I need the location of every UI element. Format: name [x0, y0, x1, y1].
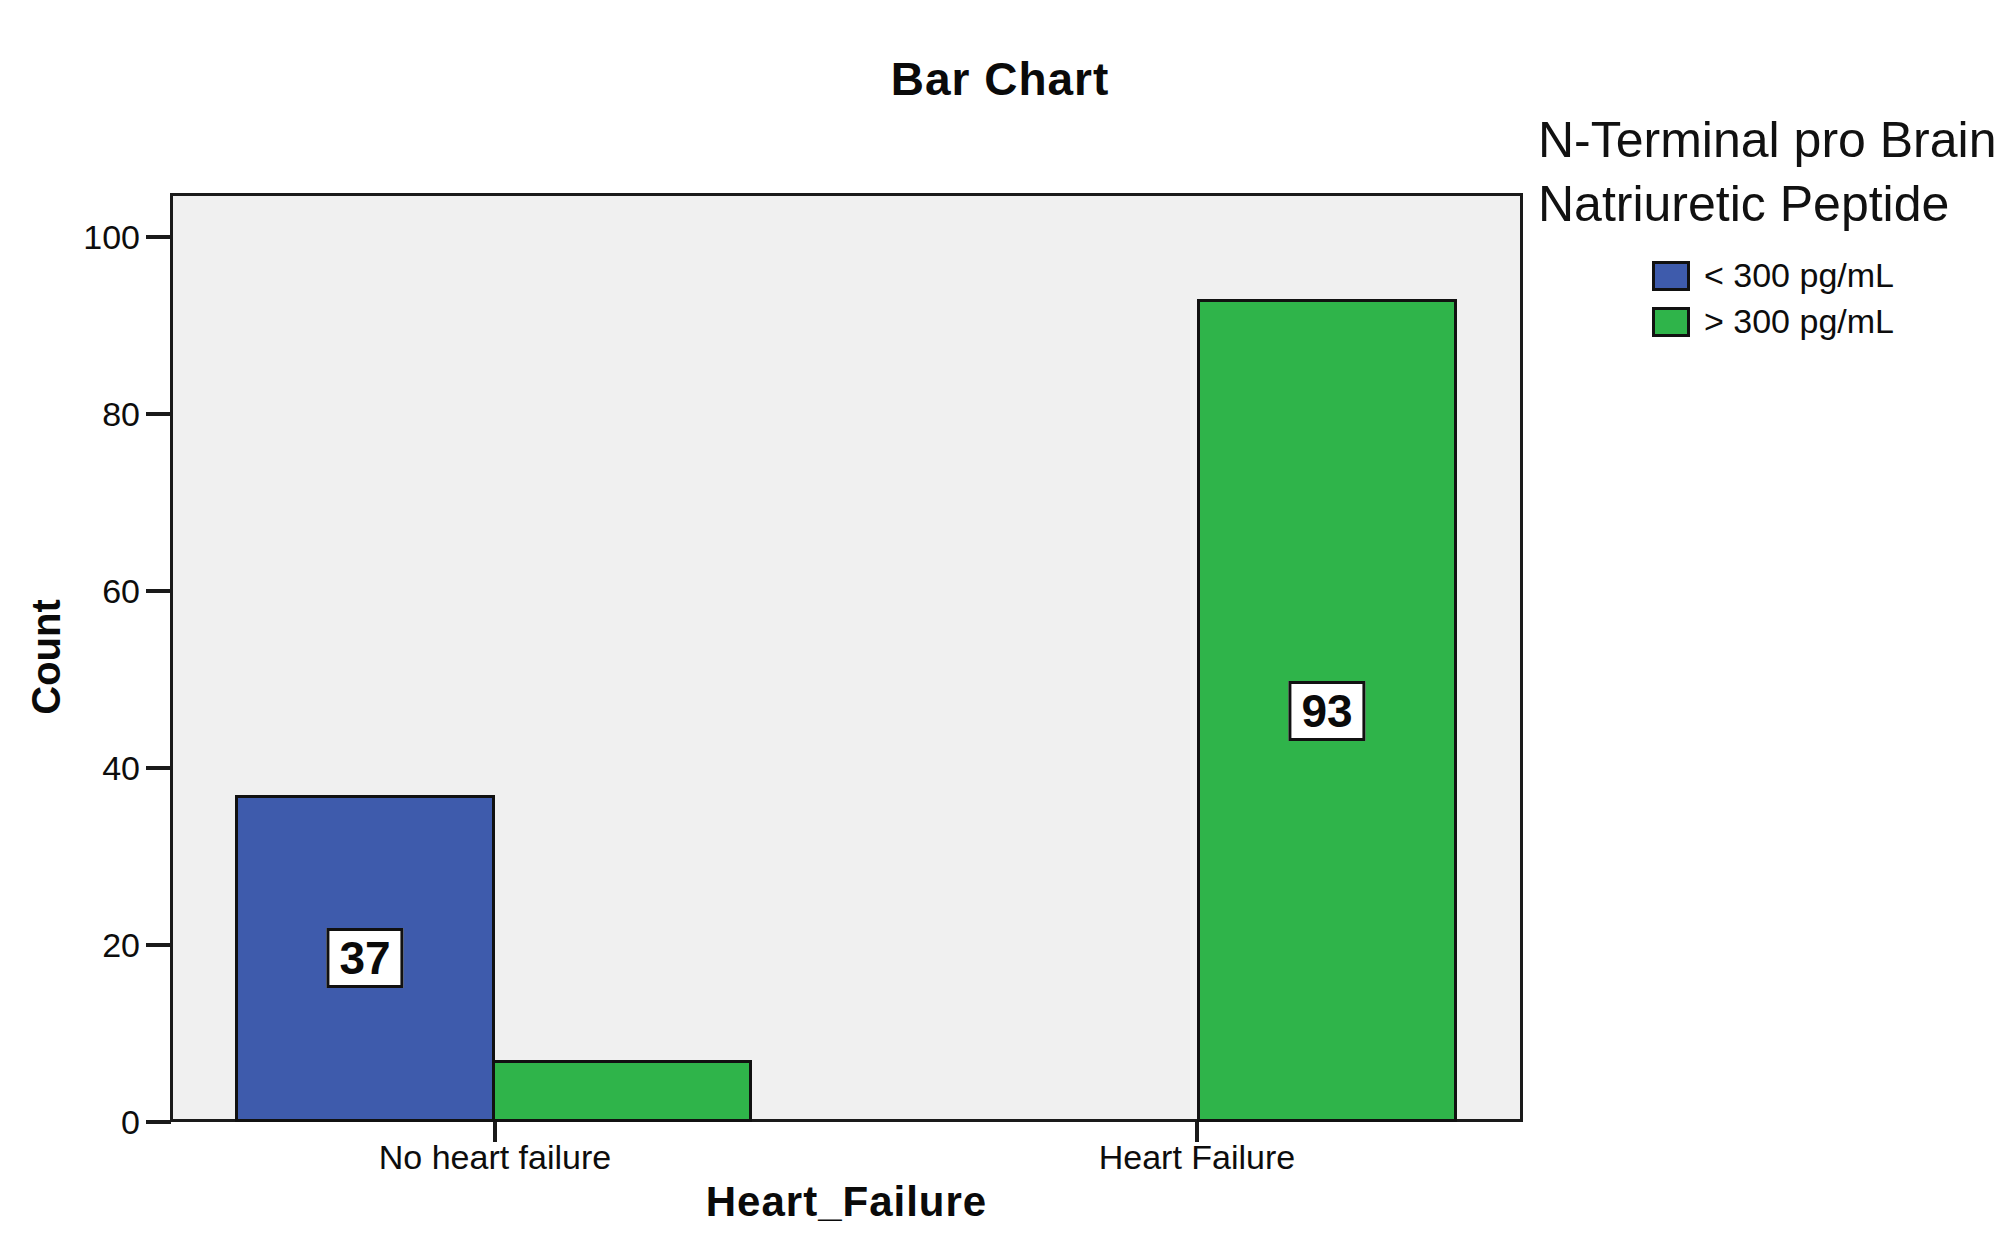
legend-item: < 300 pg/mL	[1538, 256, 2000, 295]
bar	[492, 1060, 752, 1122]
legend-swatch	[1652, 261, 1690, 291]
y-axis-title: Count	[24, 599, 69, 715]
legend: N-Terminal pro Brain Natriuretic Peptide…	[1538, 108, 2000, 341]
bar-value-label: 93	[1288, 681, 1365, 741]
legend-item-label: > 300 pg/mL	[1704, 302, 1894, 341]
x-tick-label: Heart Failure	[937, 1138, 1457, 1176]
legend-item-label: < 300 pg/mL	[1704, 256, 1894, 295]
y-tick-mark	[146, 589, 171, 593]
y-tick-mark	[146, 943, 171, 947]
x-axis-title: Heart_Failure	[170, 1178, 1523, 1226]
y-tick-mark	[146, 766, 171, 770]
y-tick-label: 100	[30, 217, 140, 257]
bar-chart-figure: Bar Chart Count 0 20 40 60 80 100 No heart fai…	[0, 0, 2000, 1240]
y-tick-label: 80	[30, 394, 140, 434]
legend-item: > 300 pg/mL	[1538, 302, 2000, 341]
bar-value-label: 37	[326, 928, 403, 988]
y-tick-label: 0	[30, 1102, 140, 1142]
legend-swatch	[1652, 307, 1690, 337]
x-tick-label: No heart failure	[235, 1138, 755, 1176]
y-tick-label: 40	[30, 748, 140, 788]
legend-title: N-Terminal pro Brain Natriuretic Peptide	[1538, 108, 2000, 236]
y-tick-label: 60	[30, 571, 140, 611]
y-tick-mark	[146, 235, 171, 239]
y-tick-mark	[146, 412, 171, 416]
y-tick-mark	[146, 1120, 171, 1124]
legend-items: < 300 pg/mL > 300 pg/mL	[1538, 256, 2000, 341]
chart-title: Bar Chart	[0, 52, 2000, 106]
y-tick-label: 20	[30, 925, 140, 965]
